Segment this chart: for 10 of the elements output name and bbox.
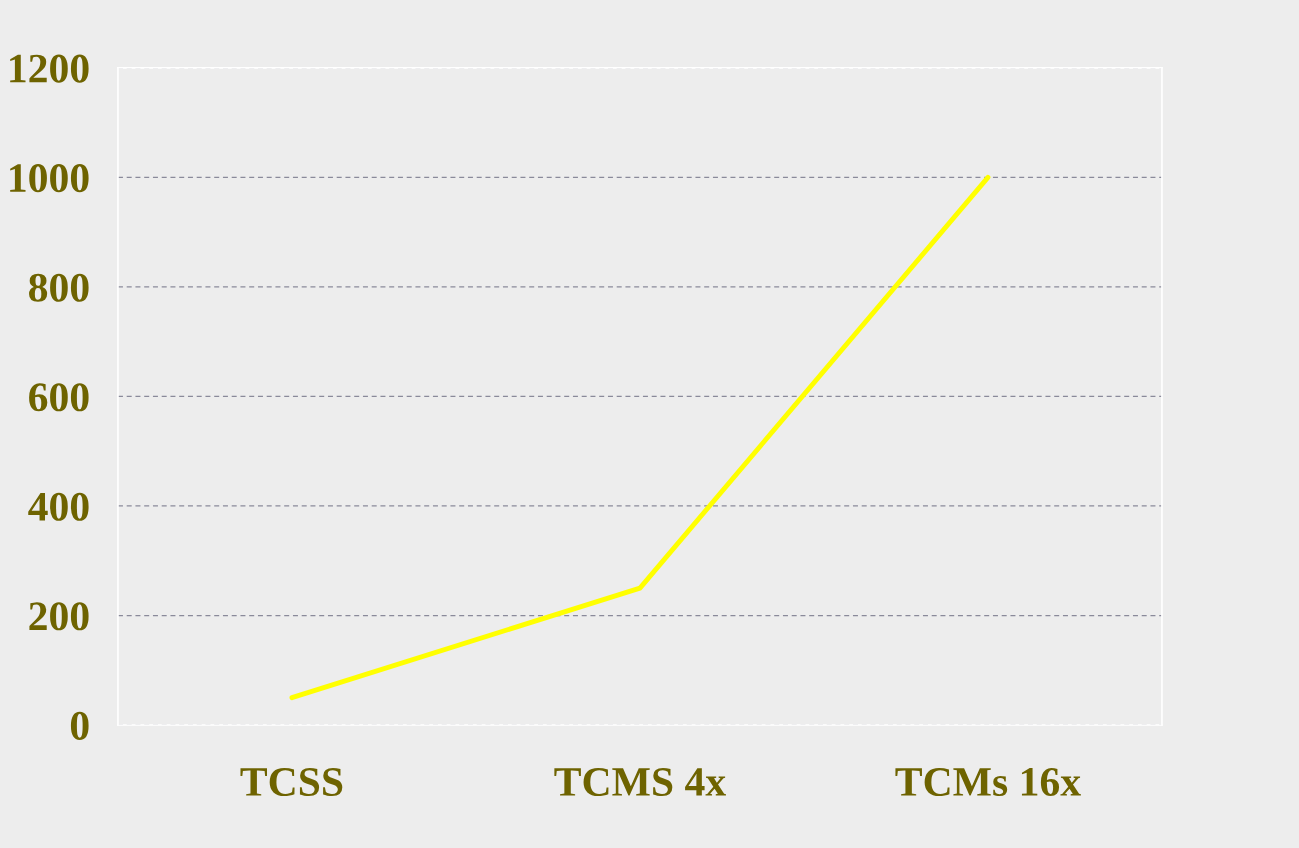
x-tick-label: TCSS bbox=[240, 768, 343, 797]
x-tick-label: TCMs 16x bbox=[895, 768, 1081, 797]
y-tick-label: 800 bbox=[29, 273, 89, 302]
x-tick-label: TCMS 4x bbox=[554, 768, 726, 797]
y-tick-label: 200 bbox=[29, 602, 89, 631]
y-tick-label: 600 bbox=[29, 383, 89, 412]
y-tick-label: 1200 bbox=[10, 54, 89, 83]
y-tick-label: 0 bbox=[70, 711, 89, 740]
y-tick-label: 1000 bbox=[10, 164, 89, 193]
y-tick-label: 400 bbox=[28, 492, 89, 521]
